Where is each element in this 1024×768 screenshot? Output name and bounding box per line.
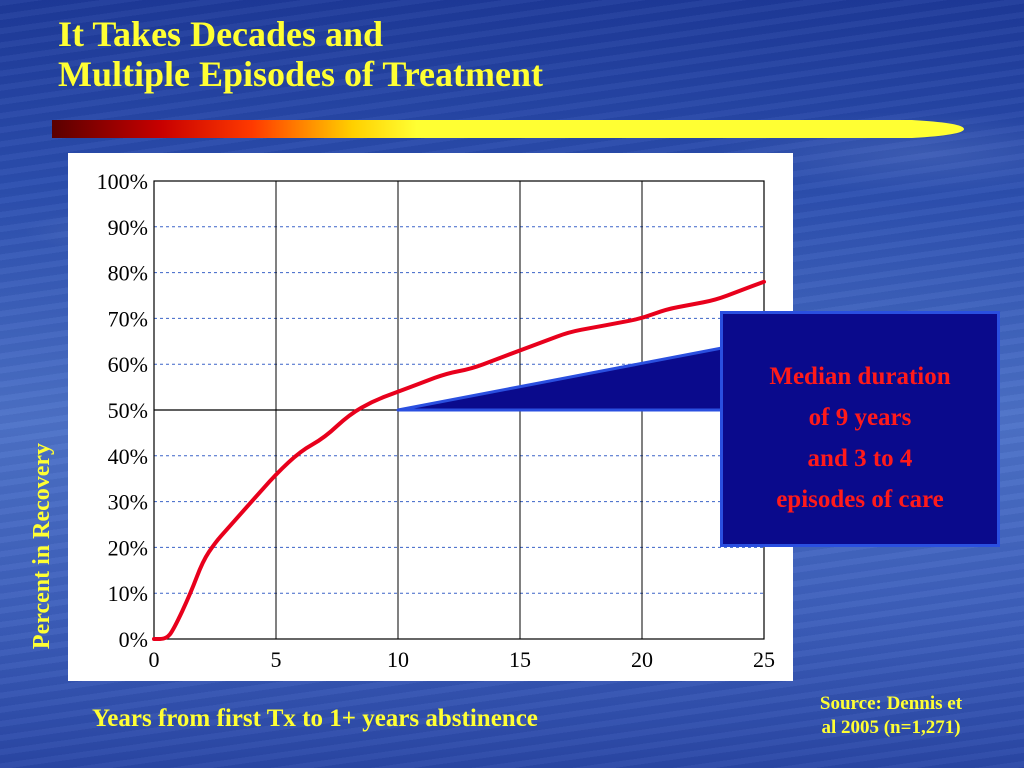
callout-line-3: and 3 to 4 (807, 445, 913, 472)
y-tick-label: 40% (108, 444, 148, 469)
y-tick-label: 90% (108, 215, 148, 240)
line-chart: 0% 10% 20% 30% 40% 50% 60% 70% 80% 90% 100% 0 5 10 15 2… (97, 169, 775, 672)
title-underline-bar (52, 120, 964, 138)
source-line-2: al 2005 (n=1,271) (821, 717, 961, 738)
x-axis-title: Years from first Tx to 1+ years abstinen… (92, 705, 538, 732)
median-duration-callout: Median duration of 9 years and 3 to 4 ep… (720, 311, 1000, 547)
x-tick-label: 15 (509, 647, 531, 672)
title-line-1: It Takes Decades and (58, 14, 384, 54)
y-tick-label: 80% (108, 261, 148, 286)
y-tick-label: 60% (108, 352, 148, 377)
y-tick-label: 0% (119, 627, 148, 652)
y-tick-label: 70% (108, 306, 148, 331)
x-tick-label: 0 (149, 647, 160, 672)
source-citation: Source: Dennis et al 2005 (n=1,271) (788, 692, 994, 740)
y-tick-label: 50% (108, 398, 148, 423)
y-tick-label: 10% (108, 581, 148, 606)
source-line-1: Source: Dennis et (819, 693, 963, 714)
x-tick-label: 25 (753, 647, 775, 672)
x-tick-label: 5 (271, 647, 282, 672)
x-tick-label: 20 (631, 647, 653, 672)
y-tick-label: 20% (108, 535, 148, 560)
x-tick-label: 10 (387, 647, 409, 672)
y-tick-label: 100% (97, 169, 148, 194)
slide-title: It Takes Decades and Multiple Episodes o… (58, 14, 543, 94)
title-line-2: Multiple Episodes of Treatment (58, 54, 543, 94)
callout-line-1: Median duration (769, 363, 951, 390)
y-axis-title: Percent in Recovery (29, 442, 55, 650)
recovery-series-line (152, 279, 766, 641)
chart-panel: 0% 10% 20% 30% 40% 50% 60% 70% 80% 90% 100% 0 5 10 15 2… (68, 153, 793, 681)
y-tick-label: 30% (108, 490, 148, 515)
callout-text: Median duration of 9 years and 3 to 4 ep… (723, 356, 997, 520)
callout-line-2: of 9 years (808, 404, 912, 431)
callout-line-4: episodes of care (776, 486, 944, 513)
